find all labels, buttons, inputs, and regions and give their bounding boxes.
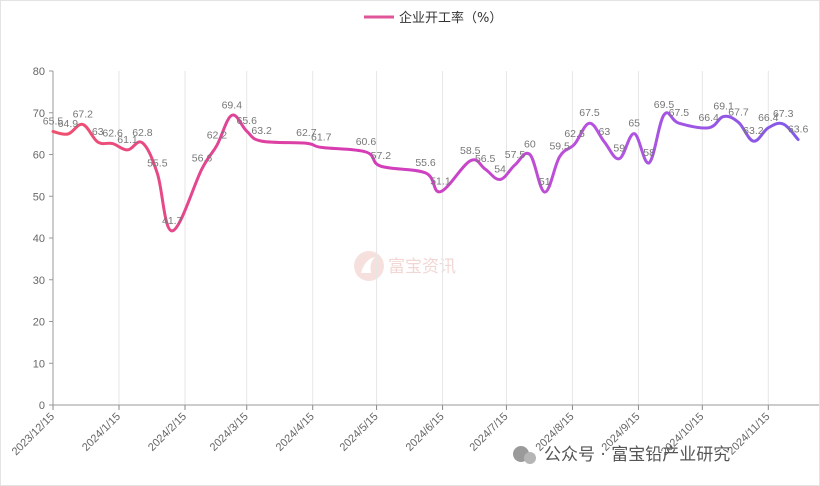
data-label: 57.5	[505, 149, 526, 161]
data-label: 56.6	[192, 153, 213, 165]
data-label: 69.1	[713, 101, 734, 113]
data-label: 67.2	[73, 108, 94, 120]
footer-text: 公众号 · 富宝铅产业研究	[544, 445, 730, 465]
grid	[118, 71, 769, 405]
data-label: 63.2	[743, 125, 764, 137]
series	[51, 111, 800, 233]
x-tick-label: 2024/7/15	[467, 411, 510, 454]
data-label: 62.7	[296, 127, 317, 139]
data-label: 56.5	[475, 153, 496, 165]
data-label: 62.5	[564, 128, 585, 140]
data-label: 63	[599, 126, 611, 138]
wechat-icon-secondary	[524, 452, 536, 464]
data-label: 69.4	[222, 99, 243, 111]
data-label: 41.7	[162, 215, 183, 227]
y-tick-label: 80	[33, 66, 45, 78]
y-tick-label: 60	[33, 150, 45, 162]
data-label: 62.6	[102, 128, 123, 140]
data-label: 67.7	[728, 106, 749, 118]
x-tick-label: 2024/2/15	[146, 411, 189, 454]
data-label: 65	[628, 118, 640, 130]
x-tick-label: 2024/1/15	[80, 411, 123, 454]
data-label: 67.5	[669, 107, 690, 119]
footer-badge: 公众号 · 富宝铅产业研究	[513, 445, 730, 465]
data-label: 65.6	[237, 115, 258, 127]
watermark: 富宝资讯	[354, 251, 456, 281]
data-label: 69.5	[654, 99, 675, 111]
data-label: 66.4	[698, 112, 719, 124]
data-label: 64.9	[58, 118, 79, 130]
data-label: 54	[494, 164, 506, 176]
data-label: 65.5	[43, 116, 64, 128]
data-label: 51	[539, 176, 551, 188]
data-label: 60.6	[356, 136, 377, 148]
data-label: 63.2	[251, 125, 272, 137]
data-label: 51.1	[430, 176, 451, 188]
data-label: 59.5	[549, 141, 570, 153]
data-label: 62.8	[132, 127, 153, 139]
data-label: 67.5	[579, 107, 600, 119]
series-line	[51, 111, 800, 233]
y-tick-label: 40	[33, 233, 45, 245]
data-label: 59	[613, 143, 625, 155]
data-label: 61.7	[311, 131, 332, 143]
data-label: 58	[643, 147, 655, 159]
y-tick-label: 70	[33, 108, 45, 120]
y-tick-label: 30	[33, 275, 45, 287]
legend-label: 企业开工率（%）	[399, 10, 502, 26]
data-labels: 65.564.967.26362.661.162.855.541.756.662…	[43, 99, 809, 227]
data-label: 55.5	[147, 157, 168, 169]
x-tick-label: 2024/4/15	[274, 411, 317, 454]
x-tick-label: 2024/3/15	[208, 411, 251, 454]
x-tick-label: 2024/11/15	[726, 411, 773, 458]
data-label: 62.2	[207, 129, 228, 141]
data-label: 63	[92, 126, 104, 138]
y-tick-label: 50	[33, 191, 45, 203]
y-tick-label: 10	[33, 358, 45, 370]
data-label: 63.6	[788, 123, 809, 135]
legend[interactable]: 企业开工率（%）	[364, 10, 502, 26]
data-label: 55.6	[415, 157, 436, 169]
data-label: 67.3	[773, 108, 794, 120]
data-label: 60	[524, 139, 536, 151]
y-tick-label: 20	[33, 317, 45, 329]
y-tick-label: 0	[39, 400, 45, 412]
watermark-text: 富宝资讯	[388, 257, 456, 277]
x-tick-label: 2024/6/15	[404, 411, 447, 454]
watermark-flame-icon	[361, 257, 375, 273]
data-label: 58.5	[460, 145, 481, 157]
data-label: 61.1	[117, 134, 138, 146]
data-label: 66.4	[758, 112, 779, 124]
x-tick-label: 2023/12/15	[10, 411, 57, 458]
data-label: 57.2	[371, 150, 392, 162]
x-tick-label: 2024/5/15	[338, 411, 381, 454]
